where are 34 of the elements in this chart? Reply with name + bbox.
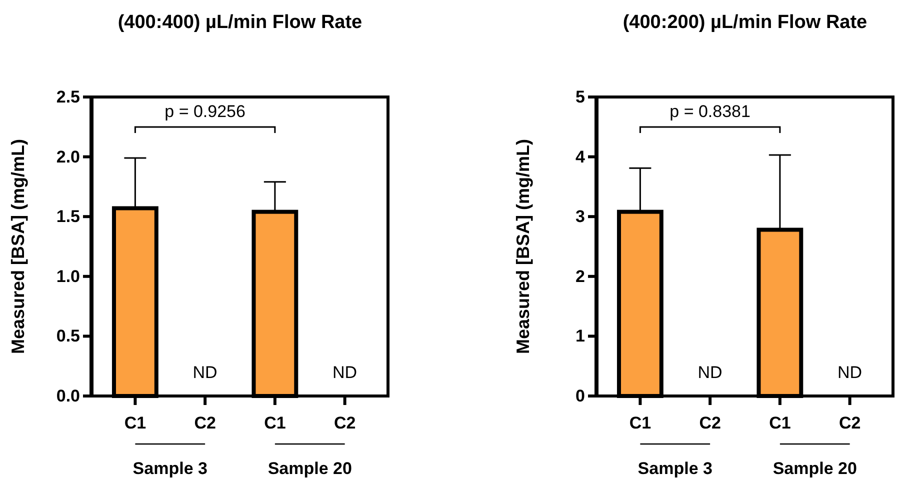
- y-tick-label: 2.0: [56, 147, 80, 166]
- y-tick-label: 4: [576, 147, 586, 166]
- annotation: p = 0.9256: [164, 102, 246, 121]
- x-tick-label: C2: [699, 413, 721, 432]
- y-tick-label: 0: [576, 386, 585, 406]
- y-tick-label: 1.5: [56, 207, 80, 226]
- x-tick-label: C2: [194, 413, 216, 432]
- y-tick-label: 0.0: [56, 386, 80, 406]
- y-tick-label: 2: [576, 266, 585, 286]
- y-tick-label: 5: [576, 87, 585, 106]
- y-axis-title: Measured [BSA] (mg/mL): [513, 138, 533, 354]
- y-tick-label: 3: [576, 207, 585, 226]
- text: Sample 20: [772, 459, 857, 478]
- text: Sample 20: [268, 459, 352, 478]
- x-tick-label: C1: [124, 413, 146, 432]
- text: Sample 3: [132, 459, 208, 478]
- annotation: ND: [332, 363, 358, 382]
- y-tick-label: 2.5: [56, 87, 80, 106]
- chart-title: (400:400) µL/min Flow Rate: [118, 12, 362, 33]
- y-tick-label: 1.0: [56, 266, 80, 286]
- x-tick-label: C1: [264, 413, 286, 432]
- x-tick-label: C1: [629, 413, 652, 432]
- x-tick-label: C1: [769, 413, 791, 432]
- text: Sample 3: [638, 459, 712, 478]
- annotation: p = 0.8381: [670, 102, 750, 121]
- x-tick-label: C2: [334, 413, 356, 432]
- x-tick-label: C2: [838, 413, 861, 432]
- annotation: ND: [838, 363, 862, 382]
- y-axis-title: Measured [BSA] (mg/mL): [8, 138, 28, 354]
- chart-title: (400:200) µL/min Flow Rate: [622, 12, 868, 33]
- y-tick-label: 1: [576, 326, 585, 346]
- annotation: ND: [698, 363, 722, 382]
- annotation: ND: [192, 363, 218, 382]
- y-tick-label: 0.5: [56, 326, 80, 346]
